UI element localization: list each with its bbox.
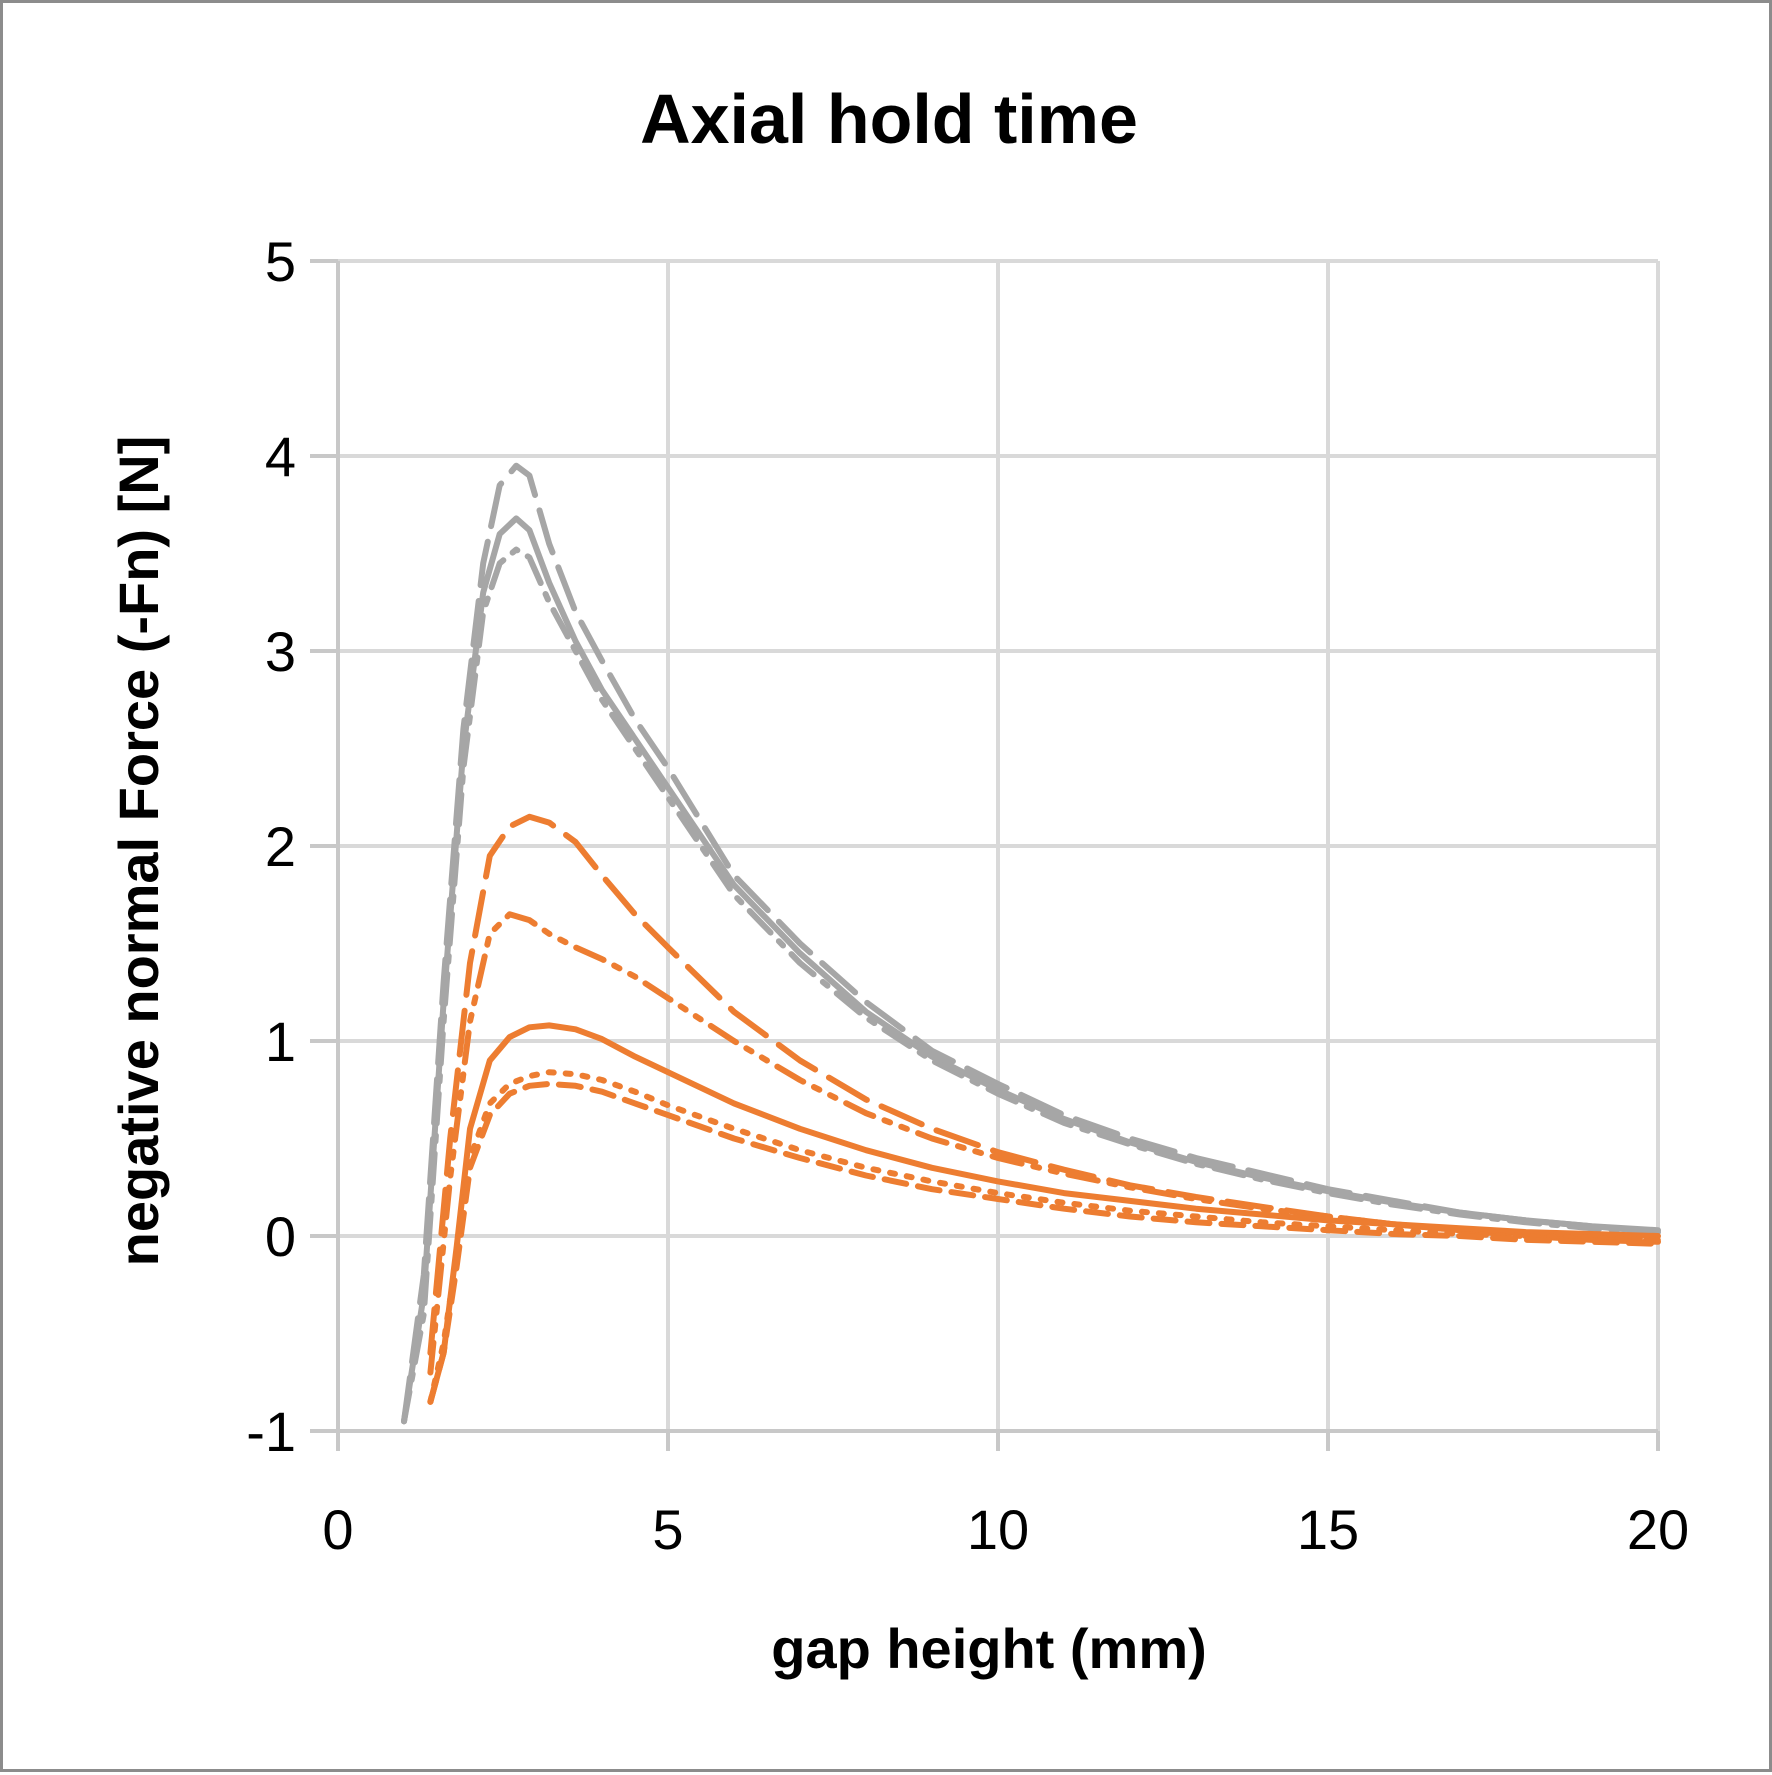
series-line-6-orange (427, 1022, 1661, 1405)
gridlines (338, 259, 1660, 1431)
x-tick-label: 15 (1297, 1498, 1359, 1561)
series-line-1-gray (401, 462, 1661, 1425)
x-tick-label: 10 (967, 1498, 1029, 1561)
x-tick-label: 5 (652, 1498, 683, 1561)
series-line-5-orange (427, 911, 1661, 1376)
chart-canvas: Axial hold time -1 0 1 2 3 4 5 0 5 10 15 20 gap hei… (107, 80, 1689, 1680)
axes (310, 259, 1660, 1451)
series-line-8-orange (427, 1080, 1661, 1405)
y-tick-label: 1 (265, 1010, 296, 1073)
y-tick-label: 3 (265, 620, 296, 683)
x-axis-title: gap height (mm) (771, 1617, 1207, 1680)
y-axis-title: negative normal Force (-Fn) [N] (107, 436, 170, 1267)
chart-title: Axial hold time (640, 80, 1138, 158)
tick-labels: -1 0 1 2 3 4 5 0 5 10 15 20 (246, 230, 1689, 1561)
y-tick-label: 5 (265, 230, 296, 293)
series-line-2-gray (401, 515, 1661, 1425)
x-tick-label: 20 (1627, 1498, 1689, 1561)
y-tick-label: 0 (265, 1205, 296, 1268)
y-tick-label: 2 (265, 815, 296, 878)
y-tick-label: 4 (265, 425, 296, 488)
series-line-3-gray (401, 546, 1661, 1425)
plot-area (401, 462, 1661, 1425)
y-tick-label: -1 (246, 1400, 296, 1463)
x-tick-label: 0 (322, 1498, 353, 1561)
